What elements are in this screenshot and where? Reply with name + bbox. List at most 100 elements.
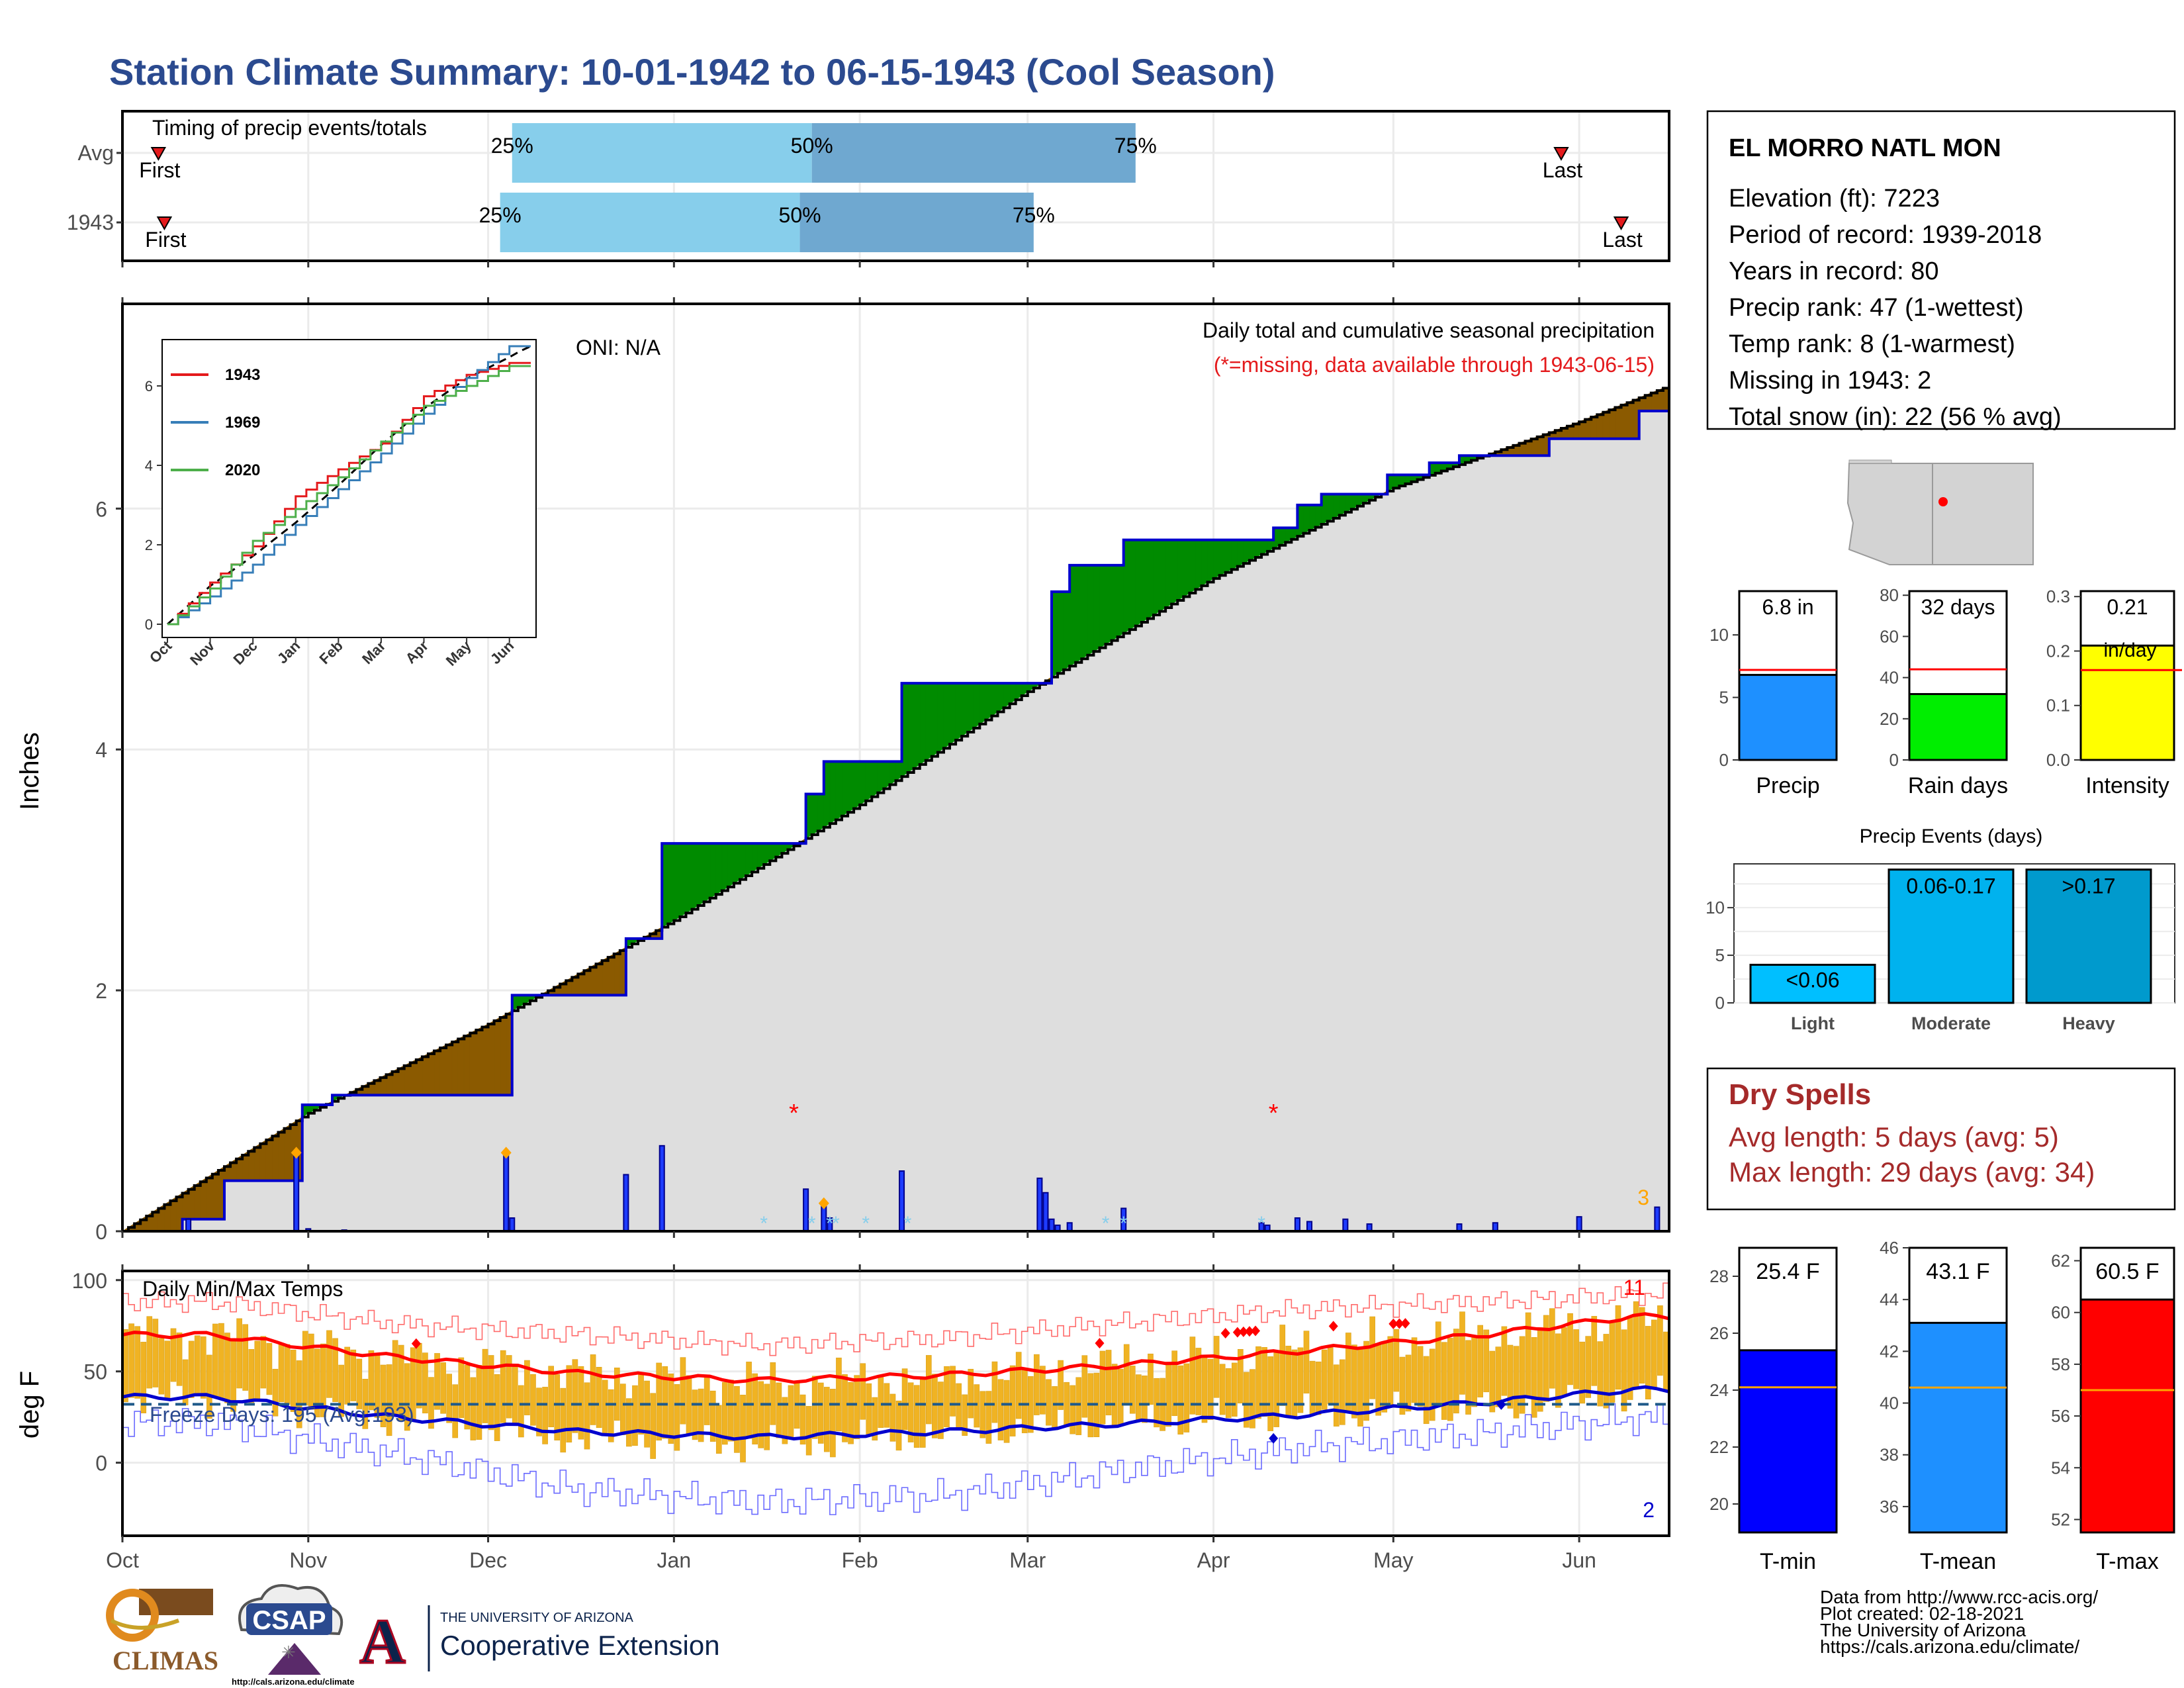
- timing-bar-25-50: [500, 193, 800, 252]
- daily-temp-range-bar: [805, 1406, 812, 1456]
- daily-temp-range-bar: [1111, 1364, 1118, 1427]
- daily-temp-range-bar: [326, 1330, 332, 1398]
- daily-temp-range-bar: [1315, 1361, 1322, 1415]
- csap-logo: CSAP ✳ http://cals.arizona.edu/climate: [232, 1584, 355, 1687]
- summary-bar-tick-label: 10: [1709, 625, 1729, 645]
- daily-temp-range-bar: [746, 1362, 752, 1439]
- daily-temp-range-bar: [878, 1377, 884, 1429]
- daily-precip-bar: [503, 1154, 510, 1232]
- timing-bar-25-50: [512, 123, 812, 183]
- precip-difference-segment: [943, 682, 950, 749]
- daily-temp-range-bar: [290, 1350, 296, 1412]
- figure-title: Station Climate Summary: 10-01-1942 to 0…: [109, 51, 1275, 93]
- last-event-marker-icon: [1553, 147, 1569, 162]
- daily-temp-range-bar: [722, 1382, 728, 1445]
- daily-temp-range-bar: [1046, 1379, 1052, 1426]
- precip-difference-segment: [1171, 539, 1178, 605]
- daily-temp-range-bar: [950, 1366, 956, 1417]
- daily-temp-range-bar: [422, 1352, 428, 1414]
- inset-series-line: [167, 365, 531, 626]
- daily-temp-range-bar: [590, 1354, 596, 1425]
- precip-y-tick-label: 6: [95, 497, 107, 521]
- temp-bar-tick-label: 24: [1709, 1380, 1729, 1400]
- temp-panel: 0 50 100 Daily Min/Max Temps Freeze Days: …: [15, 1264, 1670, 1542]
- summary-bar-tick-label: 0.0: [2046, 750, 2070, 770]
- daily-temp-range-bar: [608, 1389, 614, 1442]
- daily-temp-range-bar: [830, 1389, 836, 1458]
- first-event-marker-icon: [156, 216, 173, 231]
- snow-marker-icon: *: [760, 1213, 768, 1235]
- last-event-label: Last: [1543, 158, 1583, 182]
- daily-temp-range-bar: [1621, 1329, 1627, 1412]
- daily-temp-range-bar: [1651, 1319, 1657, 1388]
- climas-logo-text: CLIMAS: [113, 1646, 218, 1675]
- daily-temp-range-bar: [1435, 1321, 1441, 1405]
- temp-bar-tick-label: 46: [1880, 1238, 1899, 1258]
- daily-temp-range-bar: [811, 1376, 818, 1439]
- precip-difference-segment: [835, 761, 842, 821]
- record-high-marker-icon: [1232, 1327, 1242, 1338]
- record-high-marker-icon: [1400, 1318, 1410, 1329]
- missing-day-marker-icon: *: [1269, 1100, 1279, 1127]
- precip-difference-segment: [1111, 565, 1118, 641]
- daily-temp-range-bar: [680, 1357, 686, 1425]
- precip-y-tick-label: 4: [95, 738, 107, 762]
- precip-difference-segment: [1087, 565, 1094, 656]
- daily-precip-bar: [293, 1154, 300, 1232]
- events-bar-value-label: >0.17: [2062, 874, 2116, 898]
- record-high-marker-icon: [1244, 1326, 1254, 1337]
- x-month-label: Jun: [1562, 1548, 1596, 1572]
- daily-temp-range-bar: [128, 1323, 134, 1398]
- snow-marker-icon: *: [904, 1213, 912, 1235]
- daily-temp-range-bar: [1615, 1305, 1621, 1390]
- daily-temp-range-bar: [518, 1385, 524, 1438]
- daily-temp-range-bar: [224, 1333, 230, 1403]
- daily-temp-range-bar: [194, 1335, 201, 1394]
- daily-temp-range-bar: [1034, 1354, 1040, 1415]
- daily-temp-range-bar: [1447, 1338, 1453, 1421]
- snow-marker-icon: *: [1102, 1213, 1110, 1235]
- daily-temp-range-bar: [686, 1375, 692, 1434]
- daily-precip-bar: [623, 1174, 629, 1232]
- station-info-line: Period of record: 1939-2018: [1729, 221, 2042, 249]
- precip-difference-segment: [1099, 565, 1106, 649]
- inset-legend-label: 1943: [225, 366, 260, 384]
- daily-temp-range-bar: [542, 1387, 548, 1444]
- daily-temp-range-bar: [152, 1319, 159, 1387]
- credit-line-4: https://cals.arizona.edu/climate/: [1820, 1636, 2079, 1657]
- daily-temp-range-bar: [1327, 1346, 1334, 1405]
- temp-bar-tick-label: 60: [2051, 1303, 2070, 1323]
- summary-bar-value-label: 0.21: [2107, 595, 2148, 619]
- record-precip-marker-icon: [291, 1147, 302, 1159]
- summary-bar-tick-label: 5: [1719, 688, 1729, 708]
- daily-temp-range-bar: [1501, 1326, 1508, 1396]
- timing-title: Timing of precip events/totals: [152, 116, 427, 140]
- daily-temp-range-bar: [715, 1405, 722, 1454]
- climas-logo-sun-icon: [106, 1589, 159, 1642]
- x-month-label: Mar: [1009, 1548, 1046, 1572]
- temp-bar-tick-label: 40: [1880, 1393, 1899, 1413]
- last-event-marker-icon: [1613, 216, 1629, 231]
- precip-difference-segment: [1159, 539, 1166, 612]
- daily-temp-range-bar: [1471, 1336, 1477, 1407]
- temp-y-tick-label: 100: [72, 1269, 107, 1293]
- station-info-line: Elevation (ft): 7223: [1729, 185, 1940, 212]
- summary-bar-tick-label: 60: [1880, 626, 1899, 646]
- precip-difference-segment: [1231, 539, 1238, 570]
- temp-bar-tick-label: 36: [1880, 1497, 1899, 1517]
- x-month-label: Dec: [469, 1548, 507, 1572]
- daily-temp-range-bar: [1393, 1329, 1400, 1392]
- inset-y-tick-label: 4: [145, 457, 153, 474]
- daily-temp-range-bar: [140, 1342, 147, 1413]
- daily-temp-range-bar: [764, 1383, 770, 1450]
- summary-bar-value-label: 6.8 in: [1762, 595, 1813, 619]
- temp-bar-tick-label: 28: [1709, 1266, 1729, 1286]
- precip-difference-segment: [715, 843, 723, 895]
- summary-bar-1: [1908, 692, 2008, 761]
- precip-difference-segment: [913, 682, 921, 769]
- daily-temp-range-bar: [656, 1362, 662, 1441]
- daily-temp-range-bar: [1555, 1333, 1561, 1408]
- daily-temp-range-bar: [997, 1379, 1004, 1440]
- daily-temp-range-bar: [824, 1387, 830, 1452]
- temp-y-tick-label: 0: [95, 1452, 107, 1476]
